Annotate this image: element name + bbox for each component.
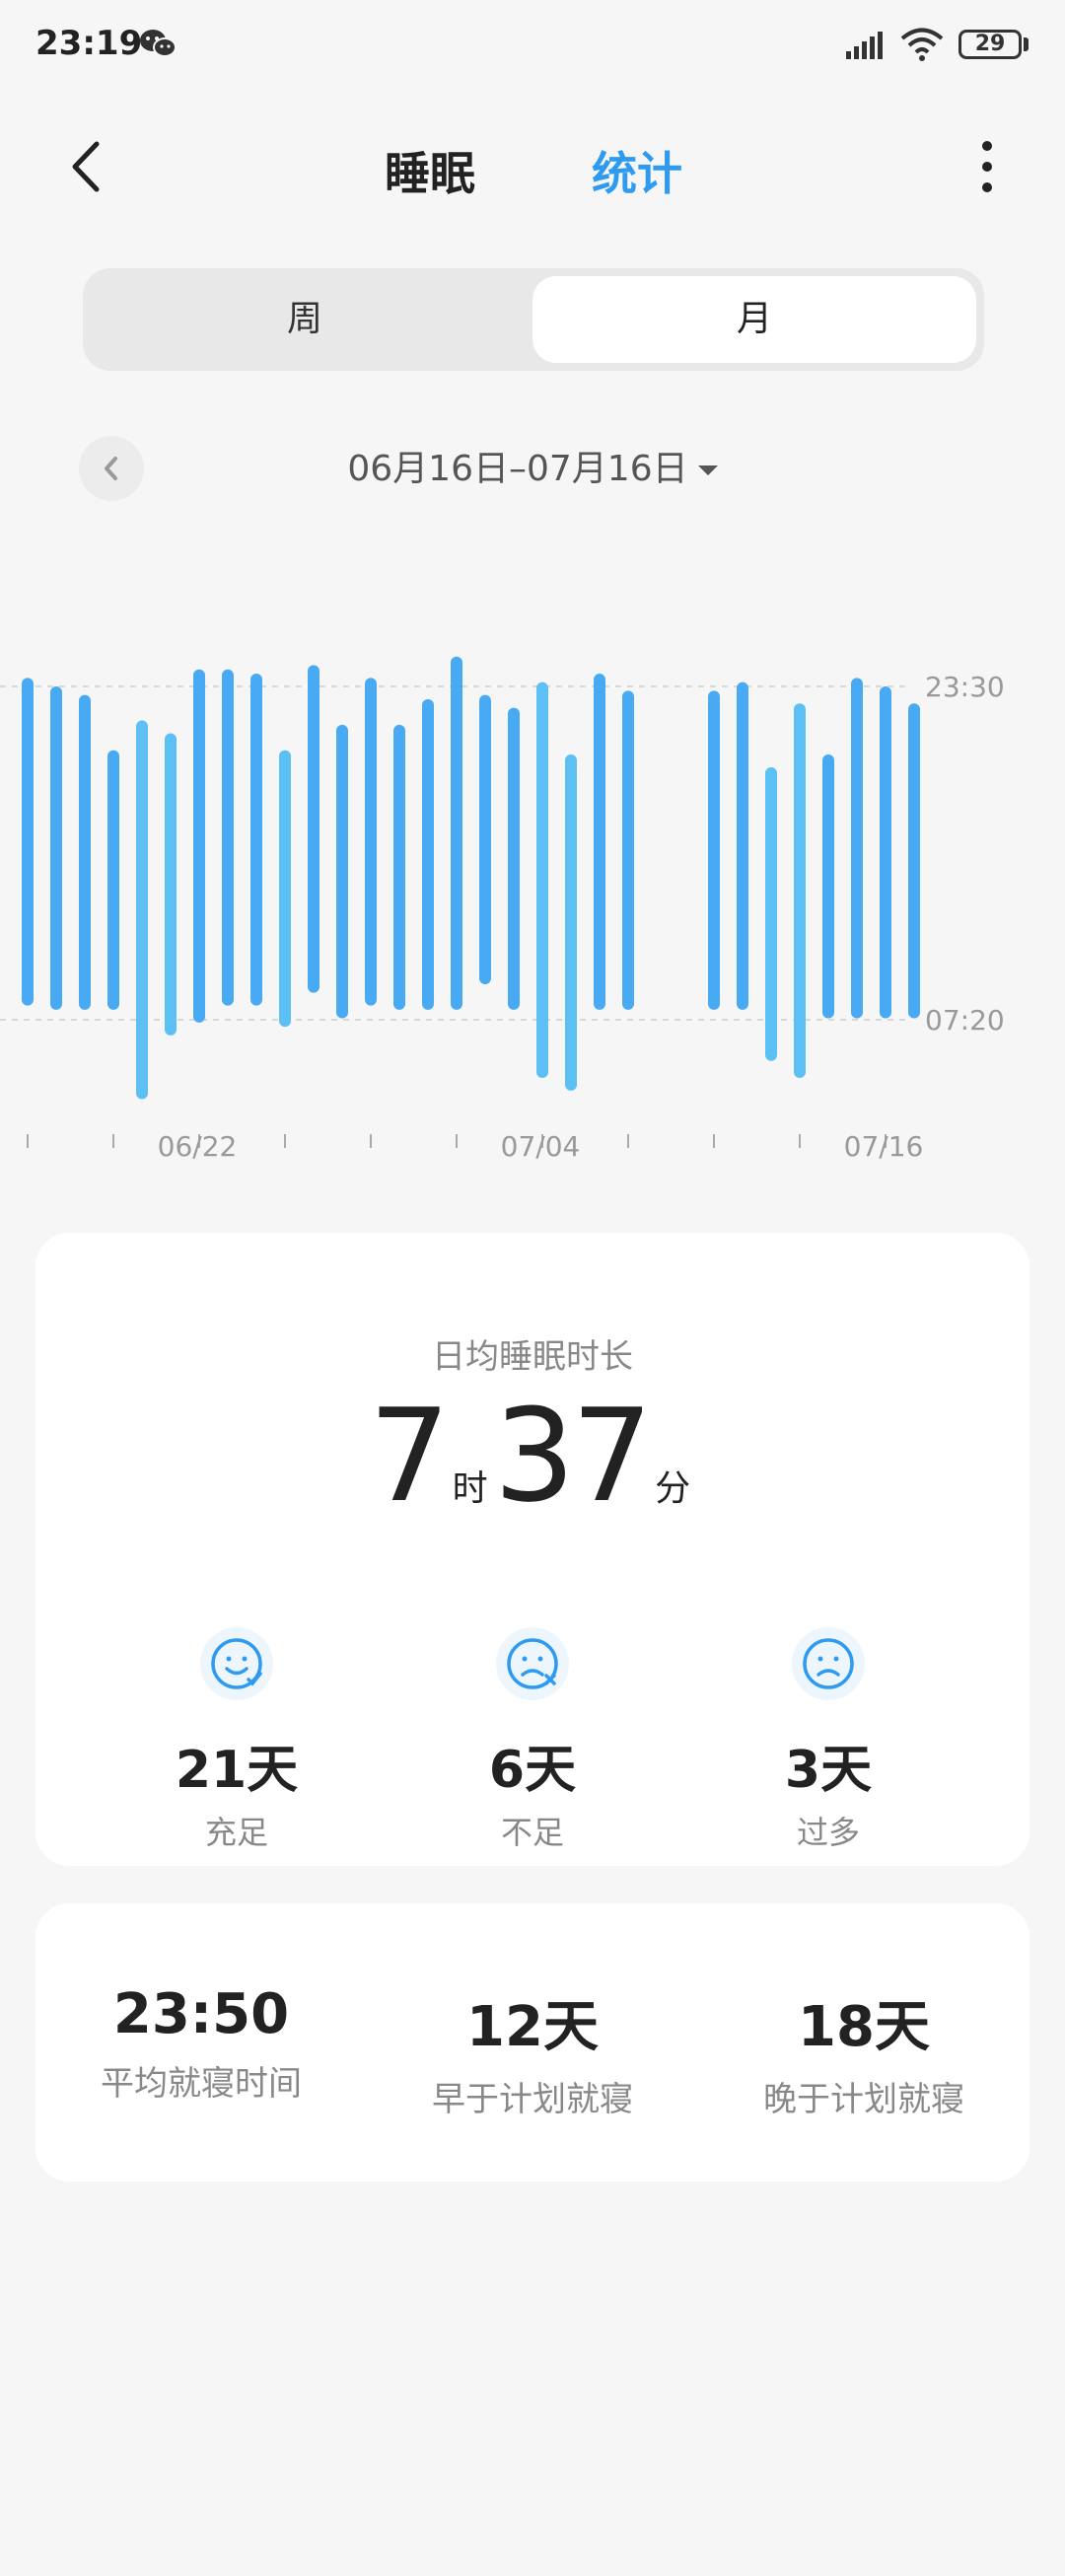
sleep-bar[interactable] bbox=[250, 674, 262, 1006]
sleep-chart: 06/22 07/04 07/16 23:30 07:20 bbox=[0, 656, 1005, 1163]
sleep-bar[interactable] bbox=[765, 766, 777, 1061]
sleep-bar[interactable] bbox=[451, 656, 462, 1010]
sleep-bar[interactable] bbox=[594, 674, 605, 1010]
later-than-plan-value: 18天 bbox=[798, 1995, 930, 2059]
earlier-than-plan-value: 12天 bbox=[466, 1995, 599, 2059]
sleep-bar[interactable] bbox=[794, 703, 806, 1078]
sad-face-x-icon bbox=[496, 1627, 569, 1700]
sleep-bar[interactable] bbox=[222, 669, 234, 1006]
sleep-bar[interactable] bbox=[365, 678, 377, 1006]
avg-bedtime-label: 平均就寝时间 bbox=[101, 2064, 302, 2104]
sleep-bar[interactable] bbox=[508, 707, 520, 1010]
sleep-bar[interactable] bbox=[50, 686, 62, 1010]
date-range-selector[interactable]: 06月16日–07月16日 bbox=[0, 440, 1065, 491]
battery-indicator: 29 bbox=[958, 30, 1022, 59]
tab-sleep[interactable]: 睡眠 bbox=[385, 147, 475, 200]
x-axis-label: 06/22 bbox=[158, 1130, 238, 1163]
period-segmented-control: 周 月 bbox=[83, 268, 984, 371]
segment-month[interactable]: 月 bbox=[532, 276, 976, 363]
sleep-bar[interactable] bbox=[22, 678, 34, 1006]
later-than-plan-label: 晚于计划就寝 bbox=[763, 2080, 964, 2119]
x-axis-label: 07/16 bbox=[844, 1130, 924, 1163]
chevron-left-icon bbox=[105, 457, 117, 480]
sleep-summary-card: 日均睡眠时长 7 时37 分 21天 充足 6天 不足 bbox=[36, 1233, 1030, 1866]
avg-sleep-value: 7 时37 分 bbox=[36, 1381, 1030, 1531]
sleep-bar[interactable] bbox=[479, 694, 491, 985]
sleep-bar[interactable] bbox=[393, 724, 405, 1010]
avg-minutes: 37 bbox=[493, 1381, 653, 1531]
wifi-icon bbox=[900, 28, 944, 61]
stat-excessive-value: 3天 bbox=[784, 1741, 873, 1800]
sleep-bar[interactable] bbox=[880, 686, 891, 1019]
earlier-than-plan-label: 早于计划就寝 bbox=[432, 2080, 633, 2119]
sleep-bar[interactable] bbox=[193, 669, 205, 1023]
signal-icon bbox=[846, 32, 883, 59]
sleep-bar[interactable] bbox=[279, 750, 291, 1028]
x-axis-label: 07/04 bbox=[501, 1130, 581, 1163]
stat-sufficient: 21天 充足 bbox=[71, 1627, 402, 1853]
more-options-icon[interactable] bbox=[966, 136, 1008, 197]
sleep-bar[interactable] bbox=[136, 720, 148, 1100]
bedtime-card: 23:50 平均就寝时间 12天 早于计划就寝 18天 晚于计划就寝 bbox=[36, 1903, 1030, 2182]
avg-sleep-label: 日均睡眠时长 bbox=[432, 1337, 633, 1377]
stat-insufficient: 6天 不足 bbox=[367, 1627, 698, 1853]
stat-insufficient-value: 6天 bbox=[488, 1741, 577, 1800]
avg-bedtime-value: 23:50 bbox=[112, 1982, 290, 2046]
stat-excessive-label: 过多 bbox=[796, 1814, 860, 1851]
sleep-bar[interactable] bbox=[336, 724, 348, 1019]
frown-face-icon bbox=[792, 1627, 865, 1700]
stat-excessive: 3天 过多 bbox=[663, 1627, 994, 1853]
caret-down-icon bbox=[697, 465, 718, 475]
tab-stats[interactable]: 统计 bbox=[592, 147, 682, 200]
avg-hours: 7 bbox=[368, 1381, 451, 1531]
sleep-bar[interactable] bbox=[565, 754, 577, 1091]
back-button[interactable] bbox=[61, 136, 112, 197]
hours-unit: 时 bbox=[452, 1468, 488, 1509]
avg-bedtime: 23:50 平均就寝时间 bbox=[36, 1982, 367, 2105]
previous-period-button[interactable] bbox=[79, 436, 144, 501]
sleep-bar[interactable] bbox=[737, 681, 748, 1010]
sleep-bar[interactable] bbox=[308, 665, 320, 993]
happy-face-icon bbox=[200, 1627, 273, 1700]
sleep-bar[interactable] bbox=[708, 690, 720, 1010]
date-range-text: 06月16日–07月16日 bbox=[347, 449, 688, 489]
later-than-plan: 18天 晚于计划就寝 bbox=[698, 1982, 1030, 2120]
sleep-bar[interactable] bbox=[107, 750, 119, 1010]
sleep-bar[interactable] bbox=[822, 754, 834, 1019]
sleep-bar[interactable] bbox=[536, 681, 548, 1078]
sleep-bar[interactable] bbox=[422, 698, 434, 1010]
battery-tip bbox=[1024, 37, 1029, 51]
sleep-bar[interactable] bbox=[622, 690, 634, 1010]
earlier-than-plan: 12天 早于计划就寝 bbox=[367, 1982, 698, 2120]
y-label-top: 23:30 bbox=[925, 671, 1005, 703]
minutes-unit: 分 bbox=[655, 1468, 691, 1509]
sleep-bar[interactable] bbox=[165, 733, 177, 1036]
status-time: 23:19 bbox=[36, 24, 143, 63]
wechat-icon bbox=[140, 30, 177, 57]
sleep-bar[interactable] bbox=[908, 703, 920, 1019]
sleep-bar[interactable] bbox=[851, 678, 863, 1019]
y-label-bottom: 07:20 bbox=[925, 1004, 1005, 1037]
stat-sufficient-value: 21天 bbox=[175, 1741, 299, 1800]
segment-week[interactable]: 周 bbox=[286, 299, 322, 339]
stat-sufficient-label: 充足 bbox=[204, 1814, 268, 1851]
stat-insufficient-label: 不足 bbox=[500, 1814, 564, 1851]
sleep-bar[interactable] bbox=[79, 694, 91, 1010]
